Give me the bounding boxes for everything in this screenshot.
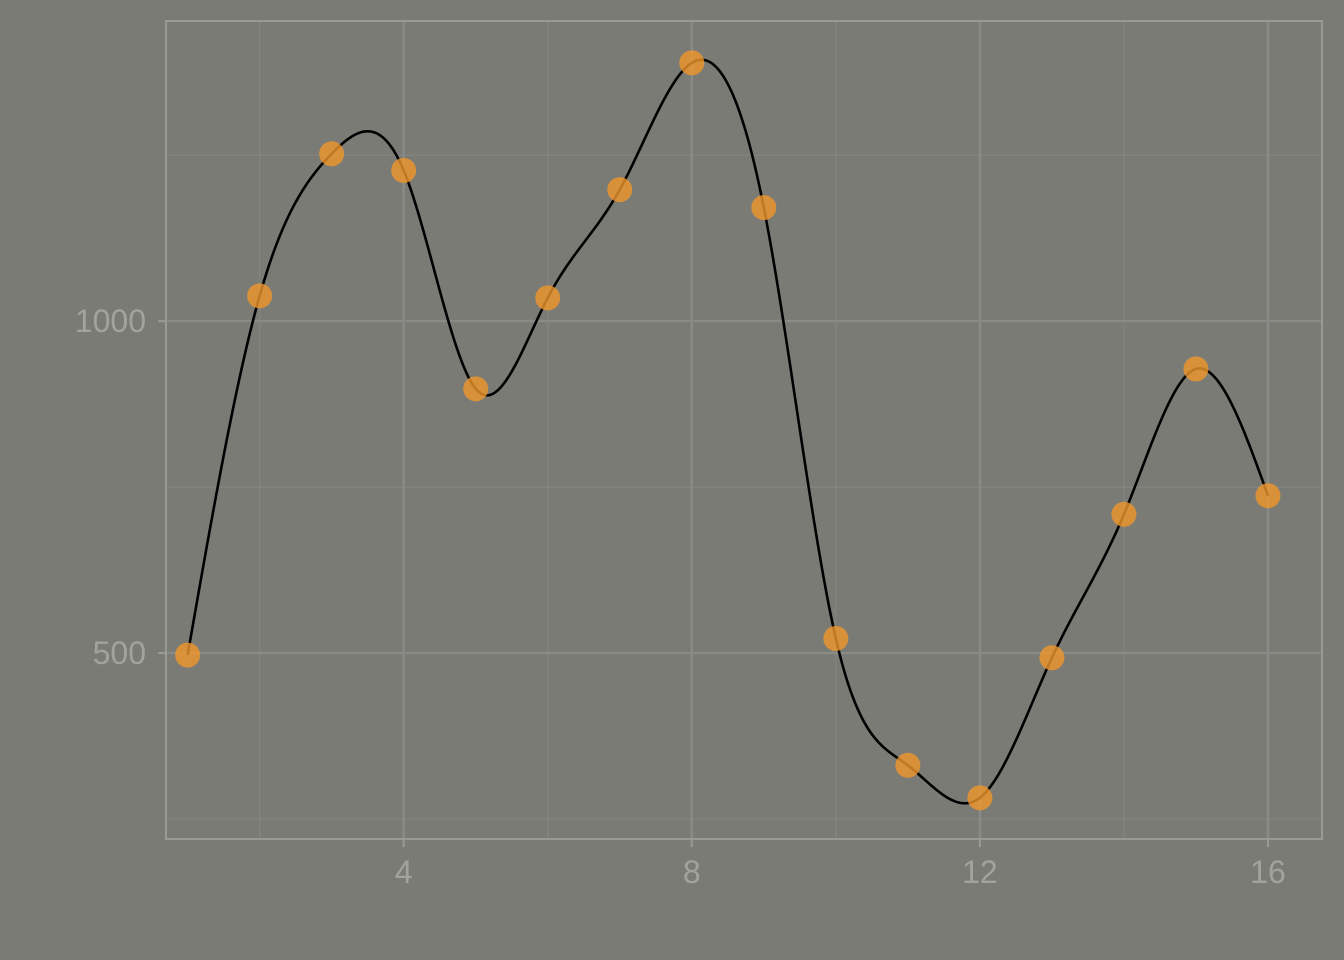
x-tick-label: 8 — [683, 854, 701, 890]
data-point — [967, 785, 993, 811]
data-point — [823, 625, 849, 651]
data-point — [463, 376, 489, 402]
data-point — [679, 50, 705, 76]
data-points — [175, 50, 1281, 811]
data-point — [1111, 501, 1137, 527]
data-point — [1183, 356, 1209, 382]
data-point — [607, 177, 633, 203]
data-point — [895, 752, 921, 778]
x-axis-tick-labels: 4 8 12 16 — [395, 839, 1286, 890]
data-point — [319, 141, 345, 167]
smooth-line-path — [186, 58, 1270, 805]
data-point — [247, 283, 273, 309]
data-point — [175, 642, 201, 668]
data-point — [1255, 483, 1281, 509]
y-axis-tick-labels: 500 1000 — [75, 303, 166, 671]
minor-grid-lines — [166, 21, 1322, 839]
data-point — [391, 157, 417, 183]
y-tick-label: 500 — [93, 635, 146, 671]
x-tick-label: 16 — [1250, 854, 1286, 890]
data-point — [751, 195, 777, 221]
x-tick-label: 12 — [962, 854, 998, 890]
panel-border — [165, 20, 1323, 840]
smooth-line — [186, 58, 1270, 805]
major-grid-lines — [166, 21, 1322, 839]
data-point — [535, 285, 561, 311]
data-point — [1039, 645, 1065, 671]
x-tick-label: 4 — [395, 854, 413, 890]
y-tick-label: 1000 — [75, 303, 146, 339]
